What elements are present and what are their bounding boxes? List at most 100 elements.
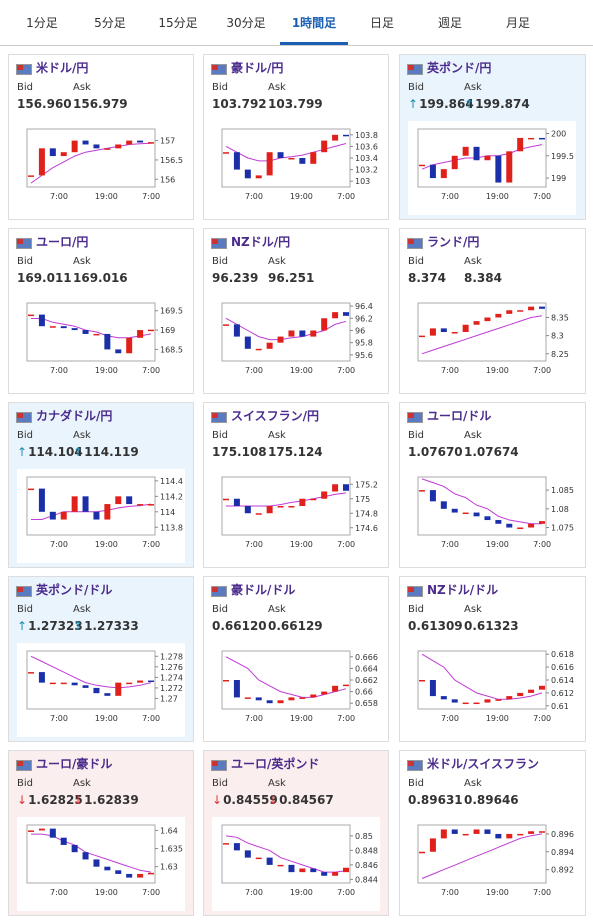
candle	[115, 349, 122, 354]
flag-part	[408, 761, 414, 766]
tab[interactable]: 30分足	[226, 16, 266, 30]
candle	[343, 684, 349, 687]
x-tick-label: 7:00	[441, 540, 459, 549]
candle	[419, 680, 425, 682]
trend-arrow: ↑	[17, 445, 28, 459]
rate-card[interactable]: 英ポンド/ドル Bid ↑1.27323 Ask ↑1.27333 1.27 1.272 1.…	[8, 576, 194, 742]
candle	[38, 148, 45, 176]
bid-number: 0.61309	[408, 619, 463, 633]
tab[interactable]: 月足	[505, 16, 530, 30]
x-tick-label: 19:00	[290, 540, 313, 549]
y-tick-label: 0.662	[355, 676, 378, 685]
tab[interactable]: 15分足	[158, 16, 198, 30]
flag	[211, 586, 227, 597]
bid-value: 96.239	[212, 271, 258, 285]
x-tick-label: 7:00	[50, 540, 68, 549]
moving-average	[421, 315, 543, 355]
candle	[233, 498, 240, 506]
mini-chart: 103 103.2 103.4 103.6 103.8 7:00 19:00 7:00	[212, 121, 380, 215]
candle	[126, 337, 133, 354]
pair-name: 英ポンド/円	[427, 61, 492, 75]
tab[interactable]: 1分足	[26, 16, 58, 30]
ask-number: 8.384	[464, 271, 502, 285]
candle	[473, 702, 480, 705]
y-tick-label: 113.8	[160, 523, 183, 532]
rate-card[interactable]: 英ポンド/円 Bid ↑199.864 Ask ↑199.874 199 199.5 200 7…	[399, 54, 586, 220]
mini-chart: 8.25 8.3 8.35 7:00 19:00 7:00	[408, 295, 576, 389]
y-tick-label: 0.894	[551, 848, 574, 857]
rate-card[interactable]: 米ドル/円 Bid 156.960 Ask 156.979 156 156.5 157 7:00…	[8, 54, 194, 220]
rate-card[interactable]: 米ドル/スイスフラン Bid 0.89631 Ask 0.89646 0.892 0.894…	[399, 750, 586, 916]
tab[interactable]: 1時間足	[291, 16, 337, 30]
rate-card[interactable]: ランド/円 Bid 8.374 Ask 8.384 8.25 8.3 8.35 7:00 19:0…	[399, 228, 586, 394]
candle	[277, 864, 284, 867]
moving-average	[421, 833, 543, 879]
rate-card[interactable]: NZドル/ドル Bid 0.61309 Ask 0.61323 0.61 0.612 0.61…	[399, 576, 586, 742]
candle	[244, 506, 251, 514]
flag	[211, 412, 227, 423]
rate-card[interactable]: スイスフラン/円 Bid 175.108 Ask 175.124 174.6 174.8 17…	[203, 402, 389, 568]
candle	[266, 152, 273, 176]
ask-value: 0.61323	[464, 619, 519, 633]
candle	[299, 158, 306, 164]
ask-value: 0.66129	[268, 619, 323, 633]
tab[interactable]: 5分足	[94, 16, 126, 30]
rate-card[interactable]: ユーロ/ドル Bid 1.07670 Ask 1.07674 1.075 1.08 1.085…	[399, 402, 586, 568]
plot-frame	[417, 128, 547, 188]
bid-label: Bid	[17, 778, 33, 789]
ask-number: 0.66129	[268, 619, 323, 633]
tab[interactable]: 日足	[369, 16, 394, 30]
candle	[484, 829, 491, 834]
rate-card[interactable]: 豪ドル/ドル Bid 0.66120 Ask 0.66129 0.658 0.66 0.662…	[203, 576, 389, 742]
candle	[60, 511, 67, 520]
rate-card[interactable]: 豪ドル/円 Bid 103.792 Ask 103.799 103 103.2 103.4 10…	[203, 54, 389, 220]
moving-average	[30, 655, 152, 689]
candle	[115, 682, 122, 696]
candle	[321, 318, 328, 331]
y-tick-label: 114	[160, 508, 175, 517]
candle	[440, 169, 447, 179]
moving-average	[421, 144, 543, 170]
candle	[484, 317, 491, 322]
trend-arrow: ↓	[73, 793, 84, 807]
rate-card[interactable]: ユーロ/英ポンド Bid ↓0.84559 Ask ↓0.84567 0.844 0.846…	[203, 750, 389, 916]
candle	[126, 140, 133, 145]
candle	[28, 175, 34, 177]
ask-label: Ask	[73, 82, 91, 93]
x-tick-label: 19:00	[486, 192, 509, 201]
y-tick-label: 0.846	[355, 861, 378, 870]
ask-number: 0.61323	[464, 619, 519, 633]
rate-card[interactable]: カナダドル/円 Bid ↑114.104 Ask ↑114.119 113.8 114 114…	[8, 402, 194, 568]
candle	[332, 134, 339, 141]
candle	[28, 314, 34, 317]
ask-label: Ask	[268, 82, 286, 93]
candle	[93, 859, 100, 867]
candle	[484, 155, 491, 161]
pair-name: NZドル/ドル	[427, 583, 499, 597]
bid-label: Bid	[212, 256, 228, 267]
pair-name: ユーロ/英ポンド	[231, 757, 320, 771]
y-tick-label: 0.85	[355, 832, 373, 841]
ask-label: Ask	[73, 778, 91, 789]
tab[interactable]: 週足	[437, 16, 462, 30]
y-tick-label: 156	[160, 175, 175, 184]
candle	[299, 330, 306, 337]
x-tick-label: 7:00	[441, 366, 459, 375]
rate-card[interactable]: ユーロ/円 Bid 169.011 Ask 169.016 168.5 169 169.5 7:…	[8, 228, 194, 394]
candle	[233, 152, 240, 170]
plot-frame	[221, 824, 351, 884]
bid-value: ↑199.864	[408, 97, 474, 111]
candle	[506, 833, 513, 839]
candle	[126, 682, 133, 685]
candle	[462, 702, 469, 705]
candle	[266, 506, 273, 514]
bid-label: Bid	[408, 430, 424, 441]
candle	[506, 523, 513, 528]
candle	[223, 152, 229, 154]
trend-arrow: ↓	[212, 793, 223, 807]
x-tick-label: 19:00	[95, 888, 118, 897]
rate-card[interactable]: ユーロ/豪ドル Bid ↓1.62825 Ask ↓1.62839 1.63 1.635 1.…	[8, 750, 194, 916]
candle	[49, 148, 56, 157]
candle	[255, 348, 262, 351]
rate-card[interactable]: NZドル/円 Bid 96.239 Ask 96.251 95.6 95.8 96 96.2 96…	[203, 228, 389, 394]
